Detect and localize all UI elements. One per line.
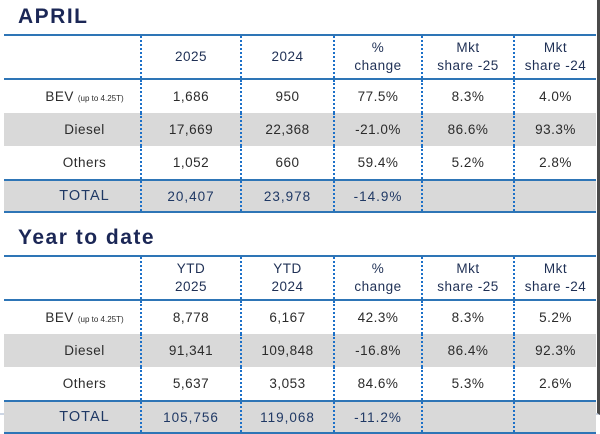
column-header-2024: 2024: [240, 34, 334, 80]
column-header-ytd-2024: YTD 2024: [240, 255, 334, 301]
cell-value: 5.2%: [513, 300, 596, 334]
cell-value: 2.8%: [513, 146, 596, 180]
column-header-pct-change: % change: [333, 34, 422, 80]
cell-value: 42.3%: [333, 300, 422, 334]
row-label-text: Others: [62, 376, 107, 391]
row-label-text: TOTAL: [59, 188, 110, 204]
column-header-mkt-share-25: Mkt share -25: [421, 255, 514, 301]
cell-value: 105,756: [140, 400, 241, 434]
row-label: Others: [4, 367, 141, 401]
row-label: BEV (up to 4.25T): [4, 300, 141, 334]
cell-value: 5,637: [140, 367, 241, 401]
cell-value: 950: [240, 79, 334, 113]
column-header-mkt-share-24: Mkt share -24: [513, 255, 596, 301]
cell-value: 84.6%: [333, 367, 422, 401]
table-header-row: YTD 2025 YTD 2024 % change Mkt share -25…: [4, 255, 596, 301]
cell-value: 23,978: [240, 179, 334, 213]
cell-value: 77.5%: [333, 79, 422, 113]
row-label: Diesel: [4, 113, 141, 146]
cell-value: 20,407: [140, 179, 241, 213]
row-label-text: BEV: [45, 310, 74, 325]
cell-value: 1,052: [140, 146, 241, 180]
cell-value: 119,068: [240, 400, 334, 434]
cell-value: 86.4%: [421, 334, 514, 367]
column-header-ytd-2025: YTD 2025: [140, 255, 241, 301]
ytd-table: YTD 2025 YTD 2024 % change Mkt share -25…: [4, 255, 596, 434]
cell-value: 8.3%: [421, 79, 514, 113]
cell-value: 5.2%: [421, 146, 514, 180]
cell-value: 59.4%: [333, 146, 422, 180]
table-row-others: Others 5,637 3,053 84.6% 5.3% 2.6%: [4, 367, 596, 401]
cell-value: [513, 400, 596, 434]
cell-value: 22,368: [240, 113, 334, 146]
cell-value: 109,848: [240, 334, 334, 367]
bev-weight-note: (up to 4.25T): [77, 315, 124, 324]
cell-value: [421, 179, 514, 213]
table-row-bev: BEV (up to 4.25T) 1,686 950 77.5% 8.3% 4.…: [4, 79, 596, 113]
row-label: Diesel: [4, 334, 141, 367]
section-title-april: APRIL: [18, 5, 89, 28]
column-header-2025: 2025: [140, 34, 241, 80]
cell-value: 3,053: [240, 367, 334, 401]
cell-value: [421, 400, 514, 434]
cell-value: 5.3%: [421, 367, 514, 401]
table-header-row: 2025 2024 % change Mkt share -25 Mkt sha…: [4, 34, 596, 80]
cell-value: 93.3%: [513, 113, 596, 146]
cell-value: -14.9%: [333, 179, 422, 213]
row-label-text: TOTAL: [59, 409, 110, 425]
table-row-total: TOTAL 105,756 119,068 -11.2%: [4, 400, 596, 434]
column-header-mkt-share-25: Mkt share -25: [421, 34, 514, 80]
table-row-others: Others 1,052 660 59.4% 5.2% 2.8%: [4, 146, 596, 180]
row-label: TOTAL: [4, 179, 141, 213]
row-label-text: Diesel: [64, 343, 105, 358]
cell-value: 8,778: [140, 300, 241, 334]
cell-value: 1,686: [140, 79, 241, 113]
row-label-text: BEV: [45, 89, 74, 104]
table-row-bev: BEV (up to 4.25T) 8,778 6,167 42.3% 8.3% …: [4, 300, 596, 334]
bev-weight-note: (up to 4.25T): [77, 94, 124, 103]
cell-value: 4.0%: [513, 79, 596, 113]
row-label-text: Others: [62, 155, 107, 170]
cell-value: -11.2%: [333, 400, 422, 434]
april-table: 2025 2024 % change Mkt share -25 Mkt sha…: [4, 34, 596, 213]
column-header-pct-change: % change: [333, 255, 422, 301]
cell-value: 86.6%: [421, 113, 514, 146]
cell-value: 8.3%: [421, 300, 514, 334]
row-label: BEV (up to 4.25T): [4, 79, 141, 113]
cell-value: 2.6%: [513, 367, 596, 401]
column-header-category: [4, 255, 141, 301]
cell-value: -21.0%: [333, 113, 422, 146]
row-label: TOTAL: [4, 400, 141, 434]
cell-value: 91,341: [140, 334, 241, 367]
cell-value: [513, 179, 596, 213]
table-row-total: TOTAL 20,407 23,978 -14.9%: [4, 179, 596, 213]
cell-value: 660: [240, 146, 334, 180]
table-row-diesel: Diesel 17,669 22,368 -21.0% 86.6% 93.3%: [4, 113, 596, 146]
section-title-ytd: Year to date: [18, 226, 156, 249]
cell-value: 17,669: [140, 113, 241, 146]
table-row-diesel: Diesel 91,341 109,848 -16.8% 86.4% 92.3%: [4, 334, 596, 367]
row-label-text: Diesel: [64, 122, 105, 137]
row-label: Others: [4, 146, 141, 180]
cell-value: 92.3%: [513, 334, 596, 367]
cell-value: 6,167: [240, 300, 334, 334]
column-header-category: [4, 34, 141, 80]
column-header-mkt-share-24: Mkt share -24: [513, 34, 596, 80]
cell-value: -16.8%: [333, 334, 422, 367]
